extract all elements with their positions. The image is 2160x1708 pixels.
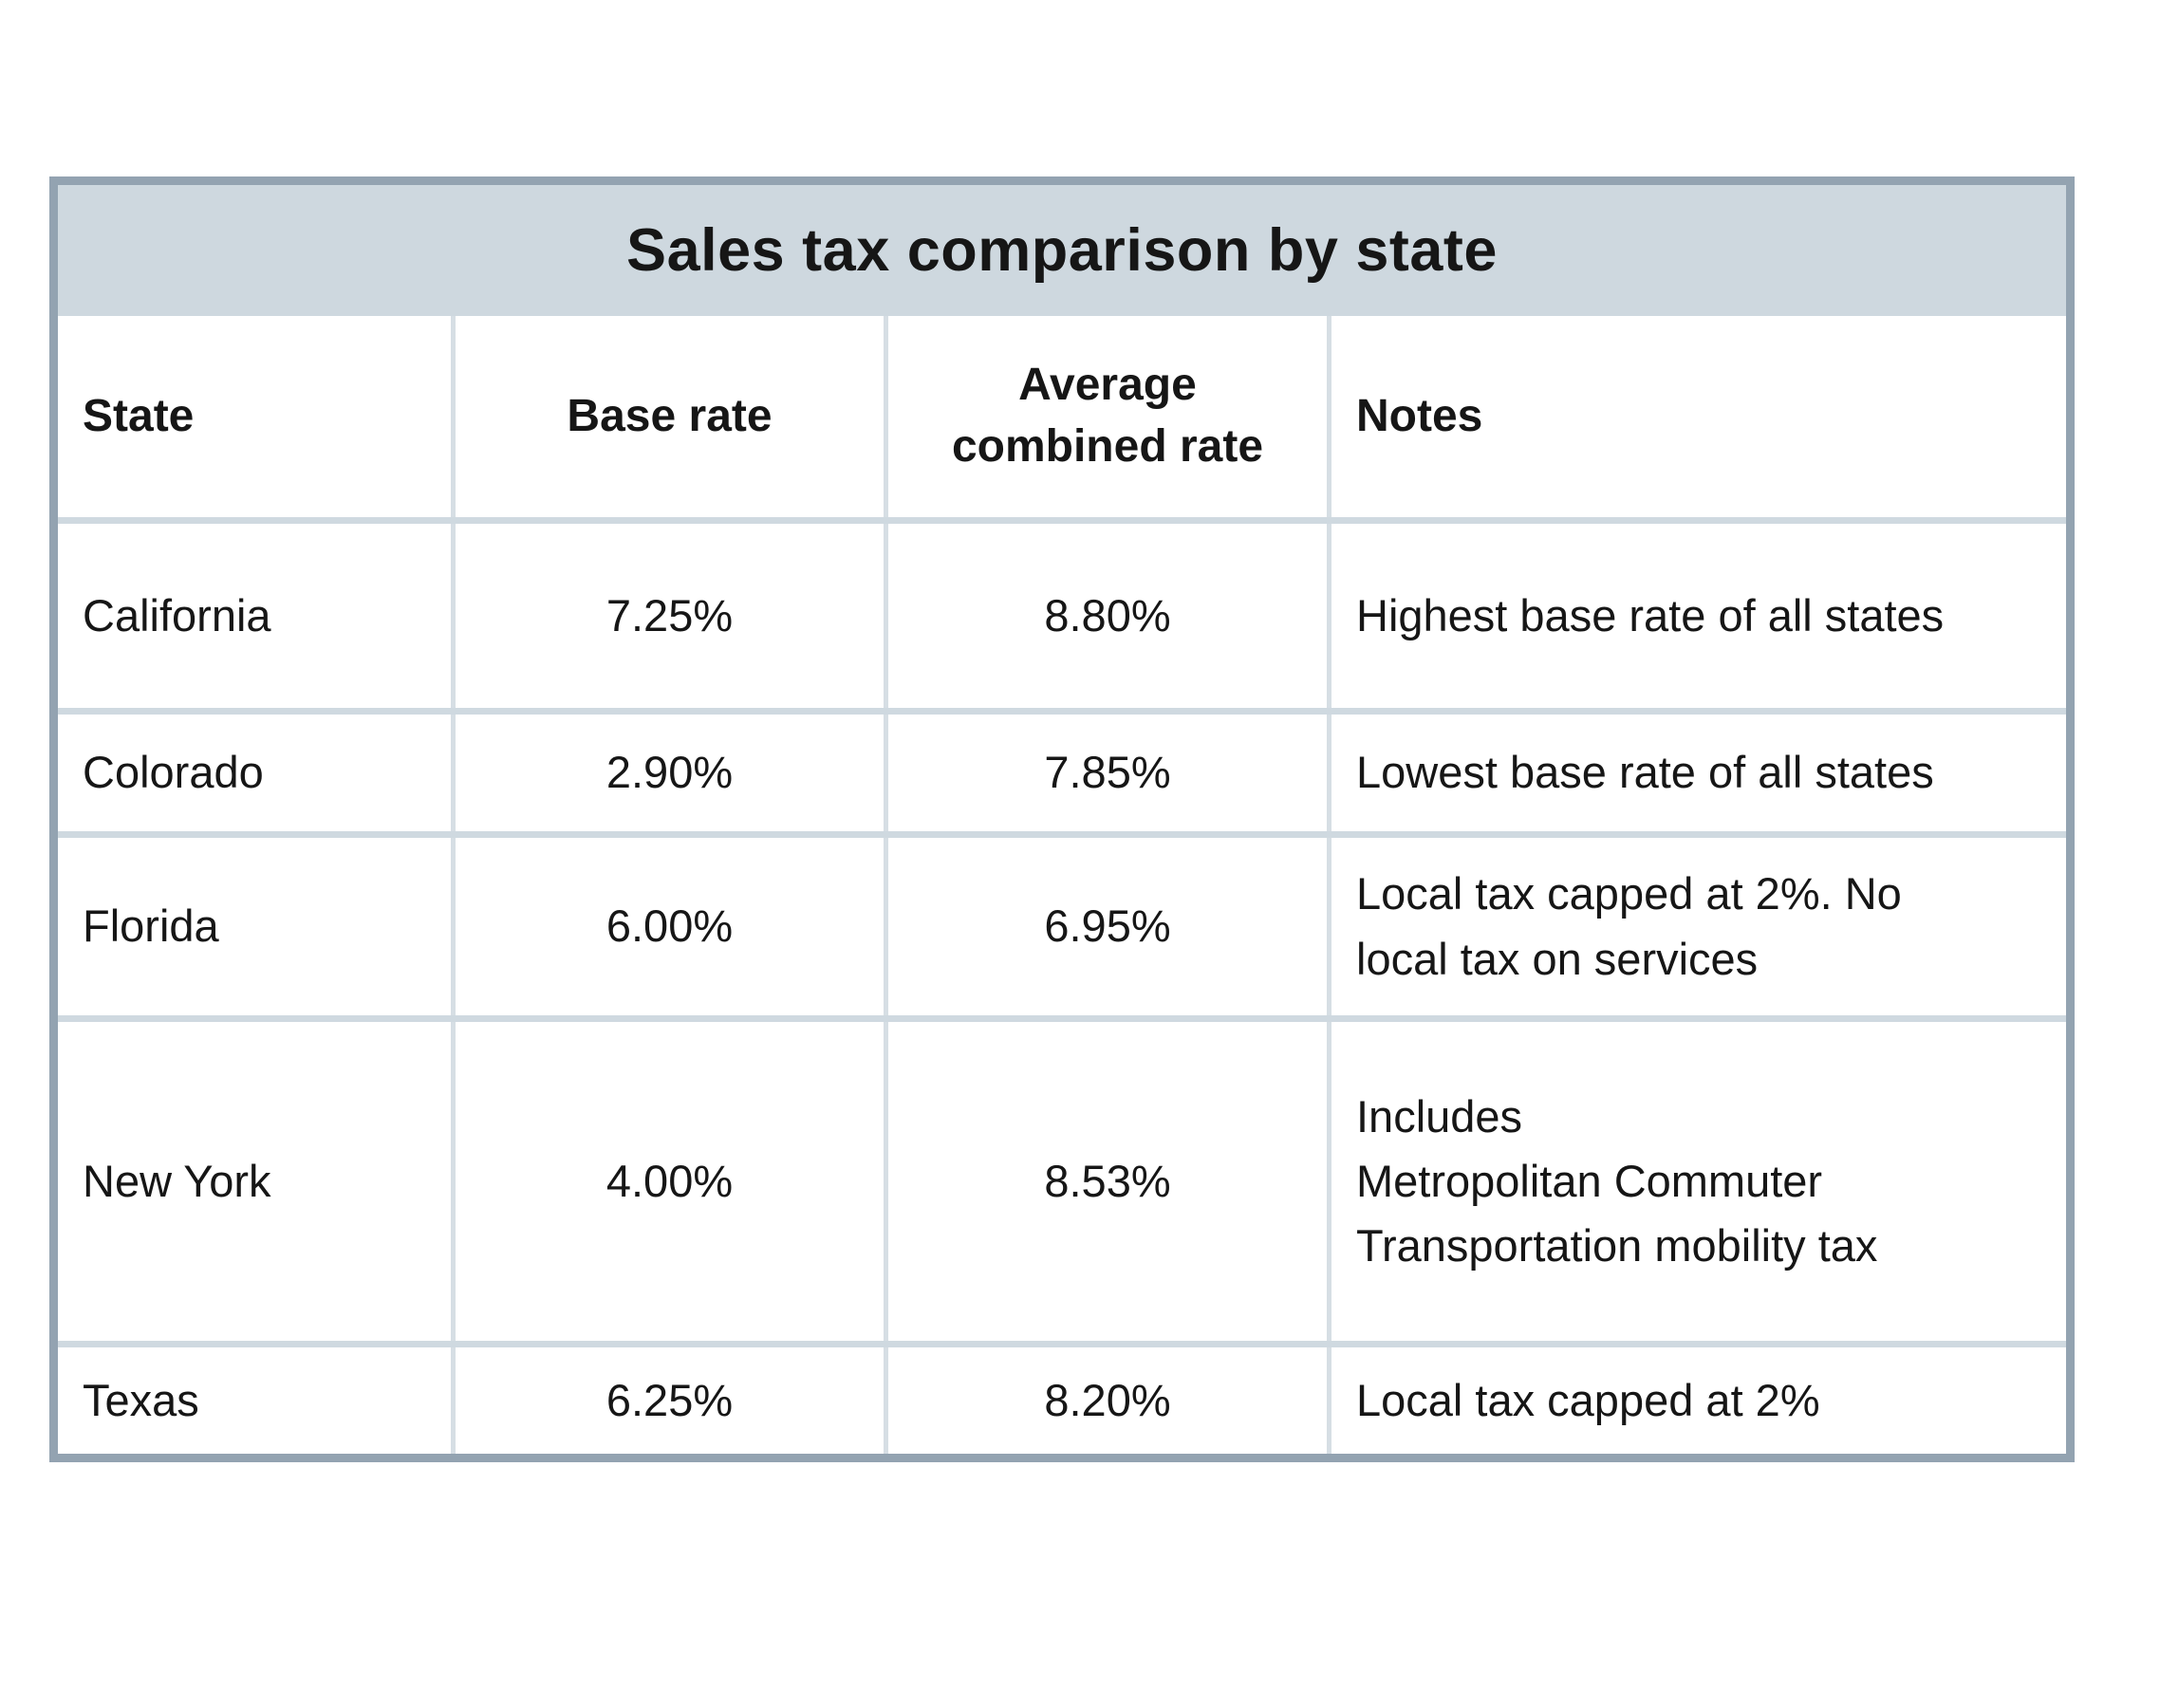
header-row: State Base rate Average combined rate No…: [58, 316, 2066, 517]
table-row: New York 4.00% 8.53% Includes Metropolit…: [58, 1015, 2066, 1341]
cell-combined-rate: 8.20%: [884, 1347, 1327, 1454]
cell-state: Colorado: [83, 747, 264, 798]
table-body: State Base rate Average combined rate No…: [58, 316, 2066, 1454]
cell-state: Texas: [83, 1374, 199, 1425]
cell-base-rate: 6.00%: [451, 838, 884, 1015]
sales-tax-table: Sales tax comparison by state State Base…: [49, 176, 2075, 1462]
cell-notes: Lowest base rate of all states: [1327, 715, 2066, 831]
cell-base-rate: 2.90%: [451, 715, 884, 831]
table-row: Colorado 2.90% 7.85% Lowest base rate of…: [58, 708, 2066, 831]
cell-notes: Highest base rate of all states: [1327, 524, 2066, 708]
header-cell-base-rate: Base rate: [451, 316, 884, 517]
header-cell-state: State: [83, 390, 195, 441]
header-cell-combined-rate: Average combined rate: [884, 316, 1327, 517]
cell-combined-rate: 7.85%: [884, 715, 1327, 831]
table-title-bar: Sales tax comparison by state: [58, 185, 2066, 316]
cell-notes: Local tax capped at 2%: [1327, 1347, 2066, 1454]
cell-state: California: [83, 589, 271, 640]
cell-base-rate: 4.00%: [451, 1022, 884, 1341]
cell-notes: Includes Metropolitan Commuter Transport…: [1327, 1022, 2066, 1341]
cell-combined-rate: 8.53%: [884, 1022, 1327, 1341]
header-cell-notes: Notes: [1327, 316, 2066, 517]
table-row: Florida 6.00% 6.95% Local tax capped at …: [58, 831, 2066, 1015]
table-row: California 7.25% 8.80% Highest base rate…: [58, 517, 2066, 708]
cell-combined-rate: 8.80%: [884, 524, 1327, 708]
table-title: Sales tax comparison by state: [626, 217, 1498, 284]
table-row: Texas 6.25% 8.20% Local tax capped at 2%: [58, 1341, 2066, 1454]
cell-state: Florida: [83, 900, 219, 952]
cell-base-rate: 7.25%: [451, 524, 884, 708]
cell-combined-rate: 6.95%: [884, 838, 1327, 1015]
cell-state: New York: [83, 1155, 271, 1206]
cell-notes: Local tax capped at 2%. No local tax on …: [1327, 838, 2066, 1015]
cell-base-rate: 6.25%: [451, 1347, 884, 1454]
